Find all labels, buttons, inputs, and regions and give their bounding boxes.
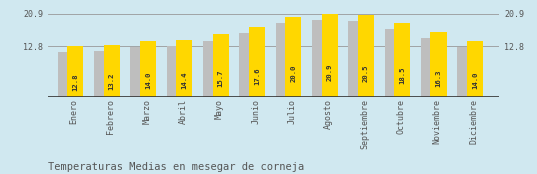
Bar	[213, 34, 229, 97]
Bar	[322, 14, 338, 97]
Text: 20.0: 20.0	[291, 65, 296, 82]
Bar	[348, 21, 364, 97]
Bar	[467, 41, 483, 97]
Bar	[140, 41, 156, 97]
Bar	[312, 20, 328, 97]
Text: Temperaturas Medias en mesegar de corneja: Temperaturas Medias en mesegar de cornej…	[48, 162, 304, 172]
Bar	[285, 17, 301, 97]
Bar	[358, 15, 374, 97]
Text: 20.5: 20.5	[363, 64, 369, 82]
Bar	[431, 32, 447, 97]
Text: 14.4: 14.4	[182, 71, 187, 89]
Text: 15.7: 15.7	[217, 70, 223, 87]
Bar	[249, 27, 265, 97]
Bar	[67, 46, 83, 97]
Bar	[421, 38, 437, 97]
Bar	[384, 29, 401, 97]
Bar	[203, 41, 219, 97]
Text: 13.2: 13.2	[108, 73, 115, 90]
Bar	[57, 52, 74, 97]
Bar	[130, 47, 147, 97]
Bar	[104, 45, 120, 97]
Text: 18.5: 18.5	[399, 66, 405, 84]
Bar	[394, 23, 410, 97]
Bar	[240, 33, 256, 97]
Text: 14.0: 14.0	[472, 72, 478, 89]
Text: 17.6: 17.6	[254, 68, 260, 85]
Bar	[166, 46, 183, 97]
Bar	[94, 50, 110, 97]
Text: 12.8: 12.8	[72, 73, 78, 91]
Bar	[457, 47, 473, 97]
Bar	[176, 40, 192, 97]
Text: 16.3: 16.3	[436, 69, 441, 87]
Bar	[275, 23, 292, 97]
Text: 14.0: 14.0	[145, 72, 151, 89]
Text: 20.9: 20.9	[326, 64, 332, 81]
